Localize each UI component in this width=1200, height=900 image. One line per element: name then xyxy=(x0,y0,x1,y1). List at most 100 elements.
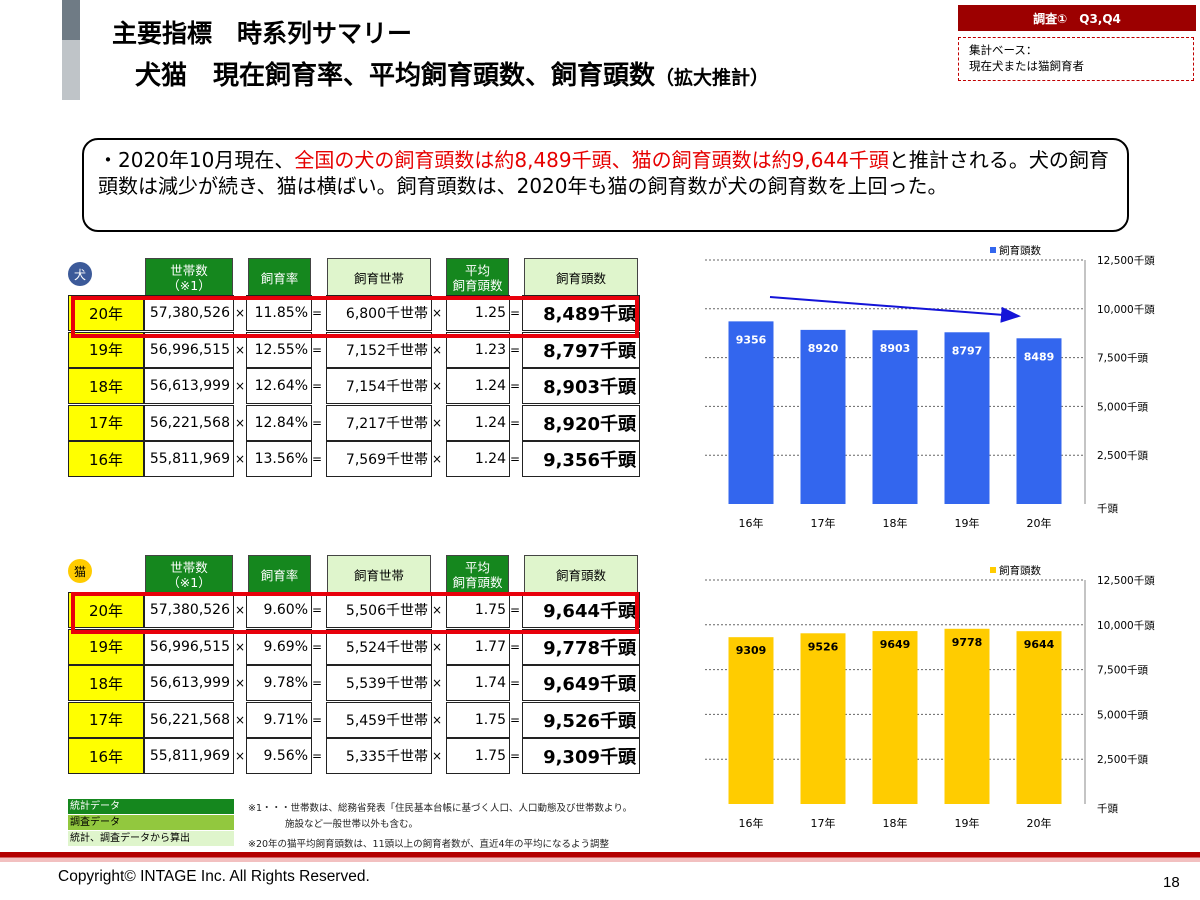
rate-cell: 12.64% xyxy=(246,368,312,404)
footer-divider xyxy=(0,852,1200,862)
y-tick-label: 10,000千頭 xyxy=(1097,620,1155,632)
average-cell: 1.24 xyxy=(446,368,510,404)
owning-cell: 7,569千世帯 xyxy=(326,441,432,477)
total-cell: 9,526千頭 xyxy=(522,701,640,738)
header-average: 平均 飼育頭数 xyxy=(446,555,509,595)
base-label: 集計ベース： xyxy=(969,43,1038,57)
year-cell: 19年 xyxy=(68,628,144,665)
average-cell: 1.23 xyxy=(446,331,510,368)
owning-cell: 7,217千世帯 xyxy=(326,404,432,441)
rate-cell: 13.56% xyxy=(246,441,312,477)
data-label: 9309 xyxy=(736,644,767,657)
operator: × xyxy=(234,342,246,357)
year-cell: 18年 xyxy=(68,665,144,701)
operator: × xyxy=(431,639,443,654)
copyright: Copyright© INTAGE Inc. All Rights Reserv… xyxy=(58,868,370,885)
x-tick-label: 17年 xyxy=(811,516,836,530)
highlight-2020-cat xyxy=(71,592,639,634)
legend-swatch xyxy=(990,567,996,573)
owning-cell: 5,524千世帯 xyxy=(326,628,432,665)
average-cell: 1.24 xyxy=(446,404,510,441)
households-cell: 57,380,526 xyxy=(144,295,234,331)
total-cell: 8,797千頭 xyxy=(522,331,640,368)
average-cell: 1.74 xyxy=(446,665,510,701)
y-tick-label: 2,500千頭 xyxy=(1097,450,1149,462)
operator: = xyxy=(509,676,521,690)
operator: × xyxy=(431,415,443,430)
trend-arrow xyxy=(769,296,1021,323)
owning-cell: 5,459千世帯 xyxy=(326,701,432,738)
header-households: 世帯数 （※1） xyxy=(145,258,233,298)
base-note: 集計ベース： 現在犬または猫飼育者 xyxy=(958,37,1194,81)
legend-label: 飼育頭数 xyxy=(999,564,1041,577)
year-cell: 18年 xyxy=(68,368,144,404)
page-title: 主要指標 時系列サマリー xyxy=(112,19,413,48)
subtitle-main: 犬猫 現在飼育率、平均飼育頭数、飼育頭数 xyxy=(135,61,656,91)
survey-badge: 調査① Q3,Q4 xyxy=(958,5,1196,31)
operator: × xyxy=(431,712,443,727)
legend-stat: 統計データ xyxy=(68,799,234,814)
x-tick-label: 19年 xyxy=(955,516,980,530)
operator: × xyxy=(234,639,246,654)
operator: = xyxy=(311,379,323,393)
households-cell: 56,221,568 xyxy=(144,404,234,441)
base-value: 現在犬または猫飼育者 xyxy=(969,59,1084,73)
total-cell: 8,920千頭 xyxy=(522,404,640,441)
average-cell: 1.77 xyxy=(446,628,510,665)
operator: = xyxy=(311,676,323,690)
operator: = xyxy=(311,306,323,320)
total-cell: 8,903千頭 xyxy=(522,368,640,404)
total-cell: 9,356千頭 xyxy=(522,441,640,477)
data-label: 9649 xyxy=(880,638,911,651)
bar xyxy=(1016,631,1062,804)
page-subtitle: 犬猫 現在飼育率、平均飼育頭数、飼育頭数（拡大推計） xyxy=(135,55,769,92)
total-cell: 9,778千頭 xyxy=(522,628,640,665)
rate-cell: 9.78% xyxy=(246,665,312,701)
note-1: ※1・・・世帯数は、総務省発表「住民基本台帳に基づく人口、人口動態及び世帯数より… xyxy=(248,803,633,814)
households-cell: 56,996,515 xyxy=(144,331,234,368)
y-tick-label: 2,500千頭 xyxy=(1097,754,1149,766)
summary-text-2: と推計される。犬の飼育頭数は減少が続き、猫は横ばい。飼育頭数は、2020年も猫の… xyxy=(98,148,1109,198)
owning-cell: 7,154千世帯 xyxy=(326,368,432,404)
total-cell: 9,309千頭 xyxy=(522,738,640,774)
y-tick-label: 12,500千頭 xyxy=(1097,255,1155,267)
y-tick-label: 5,000千頭 xyxy=(1097,401,1149,413)
operator: = xyxy=(509,712,521,727)
year-cell: 16年 xyxy=(68,441,144,477)
x-tick-label: 18年 xyxy=(883,516,908,530)
operator: × xyxy=(431,749,443,763)
operator: = xyxy=(311,603,323,617)
households-cell: 55,811,969 xyxy=(144,738,234,774)
cat-label: 猫 xyxy=(68,559,92,583)
page-number: 18 xyxy=(1163,874,1180,891)
rate-cell: 9.71% xyxy=(246,701,312,738)
operator: × xyxy=(234,379,246,393)
x-tick-label: 18年 xyxy=(883,816,908,830)
total-cell: 9,649千頭 xyxy=(522,665,640,701)
legend-survey: 調査データ xyxy=(68,815,234,830)
bar xyxy=(944,628,990,804)
average-cell: 1.75 xyxy=(446,701,510,738)
operator: × xyxy=(234,415,246,430)
x-tick-label: 20年 xyxy=(1027,816,1052,830)
operator: = xyxy=(509,639,521,654)
operator: × xyxy=(431,603,443,617)
bar xyxy=(800,329,846,504)
header-rate: 飼育率 xyxy=(248,555,311,595)
average-cell: 1.75 xyxy=(446,738,510,774)
households-cell: 56,221,568 xyxy=(144,701,234,738)
operator: × xyxy=(431,676,443,690)
operator: = xyxy=(509,749,521,763)
x-tick-label: 16年 xyxy=(739,516,764,530)
bar xyxy=(728,321,774,504)
header-average: 平均 飼育頭数 xyxy=(446,258,509,298)
bar xyxy=(872,330,918,504)
operator: = xyxy=(311,639,323,654)
households-cell: 55,811,969 xyxy=(144,441,234,477)
y-tick-label: 千頭 xyxy=(1097,503,1119,515)
operator: × xyxy=(234,749,246,763)
summary-box: ・2020年10月現在、全国の犬の飼育頭数は約8,489千頭、猫の飼育頭数は約9… xyxy=(82,138,1129,232)
data-label: 8489 xyxy=(1024,350,1055,363)
average-cell: 1.24 xyxy=(446,441,510,477)
summary-highlight: 全国の犬の飼育頭数は約8,489千頭、猫の飼育頭数は約9,644千頭 xyxy=(294,148,889,172)
